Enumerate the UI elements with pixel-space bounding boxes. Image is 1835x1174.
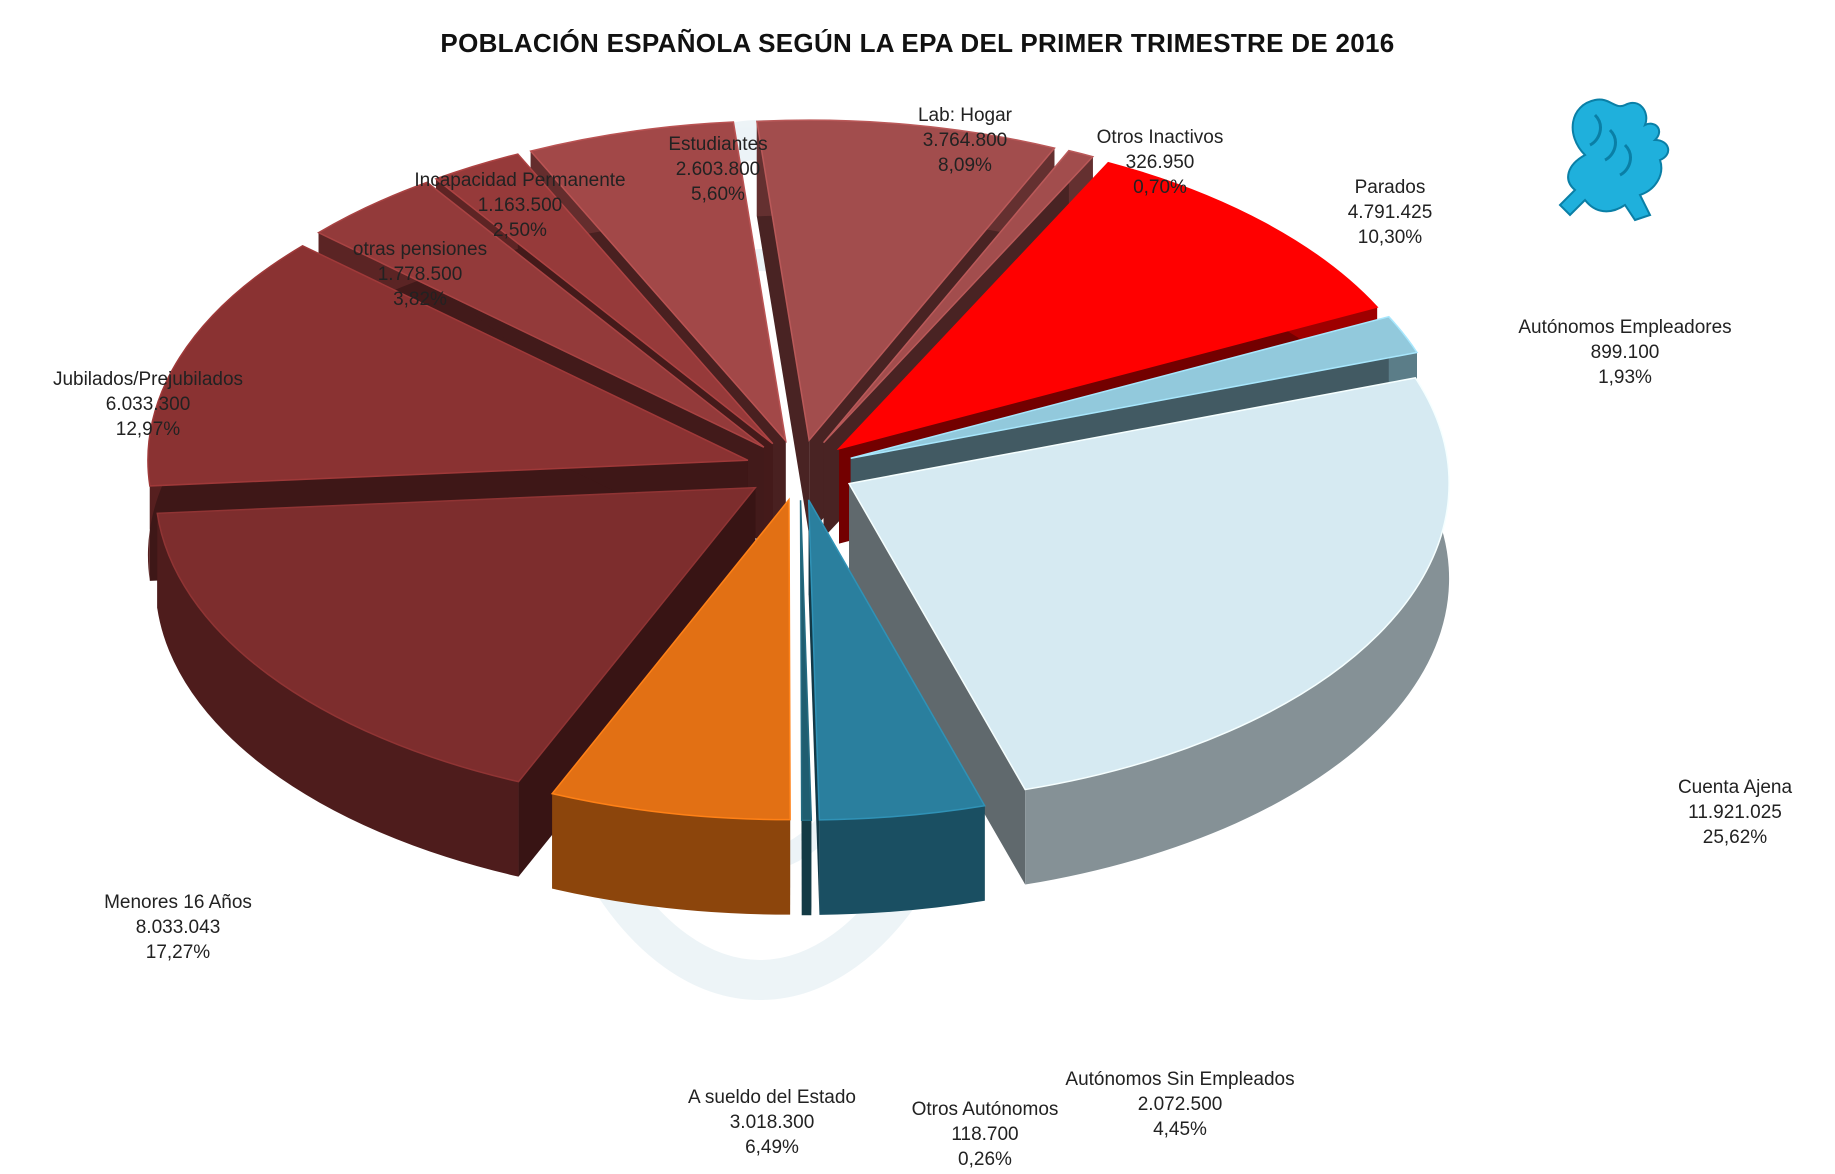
- slice-wall: [819, 805, 985, 915]
- slice-category-label: Autónomos Sin Empleados: [1065, 1069, 1295, 1090]
- slice-value-label: 326.950: [1125, 152, 1195, 173]
- slice-value-label: 3.764.800: [922, 130, 1008, 151]
- slice-wall: [801, 820, 812, 916]
- slice-label: Jubilados/Prejubilados 6.033.300 12,97%: [53, 367, 243, 442]
- pie-slice-incapacidad-permanente: [434, 153, 774, 445]
- pie-slice-otros-inactivos: [823, 149, 1095, 444]
- pie-slice-lab-hogar: [755, 119, 1056, 442]
- slice-wall: [552, 793, 791, 915]
- slice-label: Estudiantes 2.603.800 5,60%: [668, 132, 767, 207]
- slice-category-label: Lab: Hogar: [917, 105, 1013, 126]
- slice-label: Menores 16 Años 8.033.043 17,27%: [104, 890, 252, 965]
- slice-category-label: Jubilados/Prejubilados: [52, 369, 244, 390]
- slice-face: [808, 499, 820, 915]
- griffin-logo-icon: [1558, 98, 1670, 222]
- slice-percent-label: 4,45%: [1153, 1119, 1207, 1140]
- slice-value-label: 8.033.043: [135, 917, 221, 938]
- slice-value-label: 899.100: [1590, 342, 1660, 363]
- pie-slice-jubilados-prejubilados: [147, 244, 749, 487]
- pie-slice-menores-16-años: [156, 486, 757, 783]
- pie-slice-parados: [836, 161, 1379, 451]
- slice-face: [756, 121, 810, 536]
- slice-category-label: Otros Autónomos: [911, 1099, 1059, 1120]
- slice-percent-label: 0,26%: [958, 1149, 1012, 1170]
- slice-label: Otros Inactivos 326.950 0,70%: [1097, 125, 1224, 200]
- slice-percent-label: 10,30%: [1357, 227, 1423, 248]
- slice-wall: [157, 513, 519, 877]
- slice-value-label: 3.018.300: [729, 1112, 815, 1133]
- slice-value-label: 4.791.425: [1347, 202, 1433, 223]
- slice-value-label: 6.033.300: [105, 394, 191, 415]
- slice-label: Incapacidad Permanente 1.163.500 2,50%: [414, 168, 625, 243]
- pie-slice-otras-pensiones: [317, 181, 765, 448]
- slice-label: Parados 4.791.425 10,30%: [1348, 175, 1433, 250]
- slice-percent-label: 1,93%: [1598, 367, 1652, 388]
- slice-label: Lab: Hogar 3.764.800 8,09%: [918, 103, 1012, 178]
- slice-value-label: 118.700: [951, 1124, 1019, 1145]
- slice-value-label: 2.603.800: [675, 159, 761, 180]
- slice-wall: [1025, 377, 1450, 885]
- pie-slice-cuenta-ajena: [847, 377, 1450, 791]
- slice-percent-label: 12,97%: [115, 419, 181, 440]
- slice-percent-label: 0,70%: [1133, 177, 1187, 198]
- slice-label: Otros Autónomos 118.700 0,26%: [912, 1097, 1059, 1172]
- pie-slice-autónomos-sin-empleados: [807, 499, 986, 821]
- slice-category-label: otras pensiones: [352, 239, 488, 260]
- slice-category-label: Otros Inactivos: [1096, 127, 1224, 148]
- slice-category-label: Estudiantes: [668, 134, 768, 155]
- slice-value-label: 1.778.500: [377, 264, 463, 285]
- pie-slice-otros-autónomos: [799, 500, 813, 821]
- slice-label: Cuenta Ajena 11.921.025 25,62%: [1678, 775, 1792, 850]
- slice-label: Autónomos Sin Empleados 2.072.500 4,45%: [1065, 1067, 1294, 1142]
- slice-category-label: A sueldo del Estado: [688, 1087, 856, 1108]
- slice-label: A sueldo del Estado 3.018.300 6,49%: [688, 1085, 856, 1160]
- slice-category-label: Parados: [1354, 177, 1426, 198]
- slice-percent-label: 5,60%: [691, 184, 745, 205]
- slice-percent-label: 3,82%: [393, 289, 447, 310]
- slice-category-label: Menores 16 Años: [104, 892, 252, 913]
- slice-value-label: 11.921.025: [1688, 802, 1782, 823]
- slice-category-label: Incapacidad Permanente: [414, 170, 626, 191]
- pie-slice-autónomos-empleadores: [850, 315, 1419, 460]
- chart-title: POBLACIÓN ESPAÑOLA SEGÚN LA EPA DEL PRIM…: [440, 28, 1395, 58]
- slice-value-label: 2.072.500: [1137, 1094, 1223, 1115]
- slice-percent-label: 25,62%: [1702, 827, 1768, 848]
- slice-label: otras pensiones 1.778.500 3,82%: [353, 237, 487, 312]
- slice-percent-label: 8,09%: [938, 155, 992, 176]
- slice-percent-label: 2,50%: [493, 220, 547, 241]
- slice-percent-label: 6,49%: [745, 1137, 799, 1158]
- slice-label: Autónomos Empleadores 899.100 1,93%: [1518, 315, 1731, 390]
- slice-face: [849, 483, 1026, 885]
- slice-category-label: Cuenta Ajena: [1677, 777, 1793, 798]
- slice-category-label: Autónomos Empleadores: [1518, 317, 1732, 338]
- slice-value-label: 1.163.500: [477, 195, 563, 216]
- pie-slice-a-sueldo-del-estado: [550, 497, 791, 821]
- slice-percent-label: 17,27%: [145, 942, 211, 963]
- pie-slice-estudiantes: [529, 121, 787, 444]
